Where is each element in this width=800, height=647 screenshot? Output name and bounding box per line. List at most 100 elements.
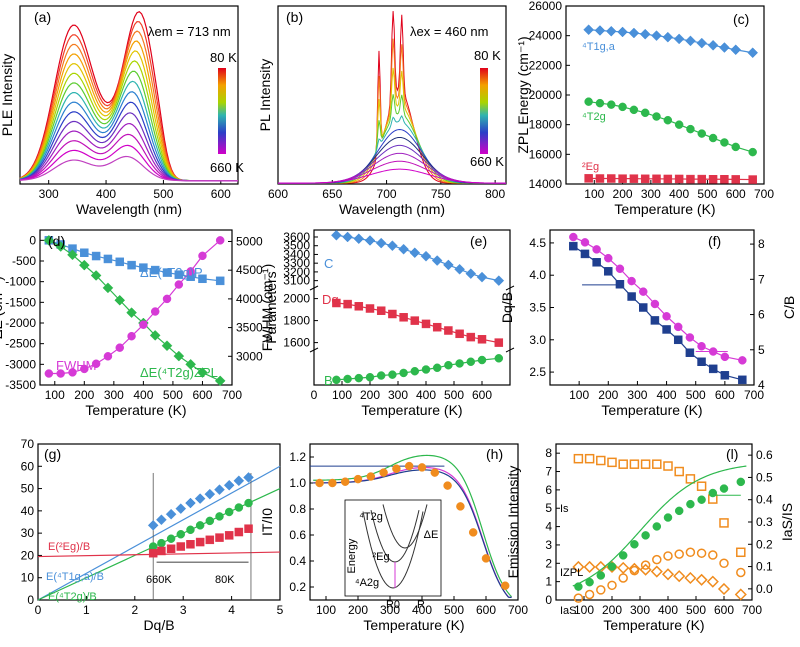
ann-g-80: 80K xyxy=(215,574,235,586)
data-point-e-1 xyxy=(365,304,375,313)
x-tick-label-c: 700 xyxy=(754,187,774,201)
data-point-e-2 xyxy=(354,373,364,383)
data-point-d-p xyxy=(91,251,101,261)
data-point-d-zpl xyxy=(43,234,55,246)
data-point-l-is xyxy=(696,481,707,491)
data-point-e-0 xyxy=(398,243,409,255)
ann-l-is: Is xyxy=(560,503,569,515)
data-point-e-1 xyxy=(494,338,504,347)
data-point-l-ratio xyxy=(674,506,684,516)
data-point-h-data xyxy=(430,468,440,477)
data-point-c-0 xyxy=(685,35,696,47)
ann-e-b: B xyxy=(324,373,333,388)
data-point-c-0 xyxy=(651,30,662,42)
spectrum-b xyxy=(278,114,507,184)
data-point-l-ias xyxy=(618,573,628,583)
y-tick-label-d: -500 xyxy=(12,254,36,268)
ann-l-ias: IaS xyxy=(560,605,577,617)
data-point-c-2 xyxy=(629,174,639,183)
data-point-g-2 xyxy=(224,531,234,540)
y-tick-label-l: 0.0 xyxy=(756,582,773,596)
data-point-g-0 xyxy=(223,479,235,491)
ann-c-4t2g: ⁴T2g xyxy=(582,111,606,123)
y-tick-label-h: 1.0 xyxy=(289,476,306,490)
data-point-f-dqb xyxy=(580,249,590,259)
data-point-d-fwhm xyxy=(162,294,172,304)
data-point-e-0 xyxy=(493,275,505,286)
data-point-g-0 xyxy=(233,475,245,487)
spectrum-a xyxy=(19,50,238,182)
data-point-l-is xyxy=(607,457,617,468)
x-tick-label-l: 400 xyxy=(658,603,678,617)
x-tick-label-g: 4 xyxy=(228,603,235,617)
data-point-g-0 xyxy=(243,472,254,483)
data-point-g-0 xyxy=(194,493,206,504)
data-point-d-p xyxy=(103,254,113,264)
data-point-g-2 xyxy=(234,527,244,537)
data-point-f-dqb xyxy=(662,325,671,334)
y-tick-label-c: 20000 xyxy=(529,88,563,102)
x-tick-label-l: 600 xyxy=(714,603,734,617)
data-point-f-dqb xyxy=(627,292,636,301)
data-point-l-is xyxy=(596,455,606,466)
data-point-h-data xyxy=(353,474,363,484)
x-axis-label-l: Temperature (K) xyxy=(603,617,704,633)
data-point-d-zpl xyxy=(102,282,114,294)
data-point-l-is xyxy=(719,518,729,528)
data-point-g-2 xyxy=(148,548,158,558)
y-axis-label-a: PLE Intensity xyxy=(0,54,15,137)
x-tick-label-h: 400 xyxy=(412,603,432,617)
data-point-e-1 xyxy=(332,298,341,308)
y-axis-label-l: IaS/IS xyxy=(779,503,795,541)
y-tick-label-f: 8 xyxy=(758,237,765,251)
y-tick-label-e: 1600 xyxy=(283,336,310,350)
data-point-e-2 xyxy=(365,373,375,382)
x-tick-label-c: 600 xyxy=(726,187,746,201)
x-tick-label-d: 600 xyxy=(192,388,212,402)
data-point-d-fwhm xyxy=(215,236,225,245)
data-point-e-1 xyxy=(376,306,386,315)
data-point-l-is xyxy=(663,461,673,471)
series-line-f-cb xyxy=(573,236,743,361)
data-point-l-ias xyxy=(584,589,595,600)
x-axis-label-e: Temperature (K) xyxy=(361,402,462,418)
data-point-c-0 xyxy=(719,42,730,53)
data-point-l-ratio xyxy=(652,522,662,531)
data-point-f-dqb xyxy=(720,371,730,380)
inset-energy-label: Energy xyxy=(346,538,358,573)
data-point-e-2 xyxy=(376,371,386,380)
data-point-l-ias xyxy=(652,554,662,565)
y-tick-label-d: -3500 xyxy=(5,378,36,392)
y-axis-label-g: E/B xyxy=(0,511,3,534)
data-point-f-cb xyxy=(697,342,706,351)
x-tick-label-g: 2 xyxy=(131,603,138,617)
ann-a-hi: 80 K xyxy=(210,50,237,65)
ann-g-660: 660K xyxy=(146,574,172,586)
data-point-e-0 xyxy=(454,263,465,275)
ann-b-ex: λex = 460 nm xyxy=(410,24,488,39)
data-point-f-dqb xyxy=(738,375,747,385)
data-point-e-0 xyxy=(420,250,432,262)
data-point-l-ias xyxy=(607,580,617,591)
ann-g-4t1g: E(⁴T1g,a)/B xyxy=(46,571,104,583)
data-point-g-0 xyxy=(185,497,196,509)
panel-label-f: (f) xyxy=(708,233,721,249)
data-point-f-dqb xyxy=(604,267,613,276)
data-point-f-dqb xyxy=(592,258,601,267)
data-point-e-1 xyxy=(444,326,453,335)
y-tick-label-f: 5 xyxy=(758,343,765,357)
data-point-c-0 xyxy=(639,28,651,40)
spectrum-a xyxy=(19,155,238,182)
data-point-l-izpl xyxy=(706,575,719,588)
ann-d-dep: ΔE(⁴T2g)P xyxy=(140,265,203,280)
y-tick-label-d: 4000 xyxy=(236,292,263,306)
y-tick-label-e: 3300 xyxy=(283,256,310,270)
x-tick-label-e: 0 xyxy=(311,388,318,402)
x-tick-label-b: 700 xyxy=(377,187,397,201)
spectrum-a xyxy=(19,60,238,182)
x-tick-label-e: 100 xyxy=(332,388,352,402)
x-tick-label-f: 700 xyxy=(744,388,764,402)
x-tick-label-h: 700 xyxy=(508,603,528,617)
data-point-l-ratio xyxy=(708,488,718,498)
data-point-h-data xyxy=(468,528,478,537)
